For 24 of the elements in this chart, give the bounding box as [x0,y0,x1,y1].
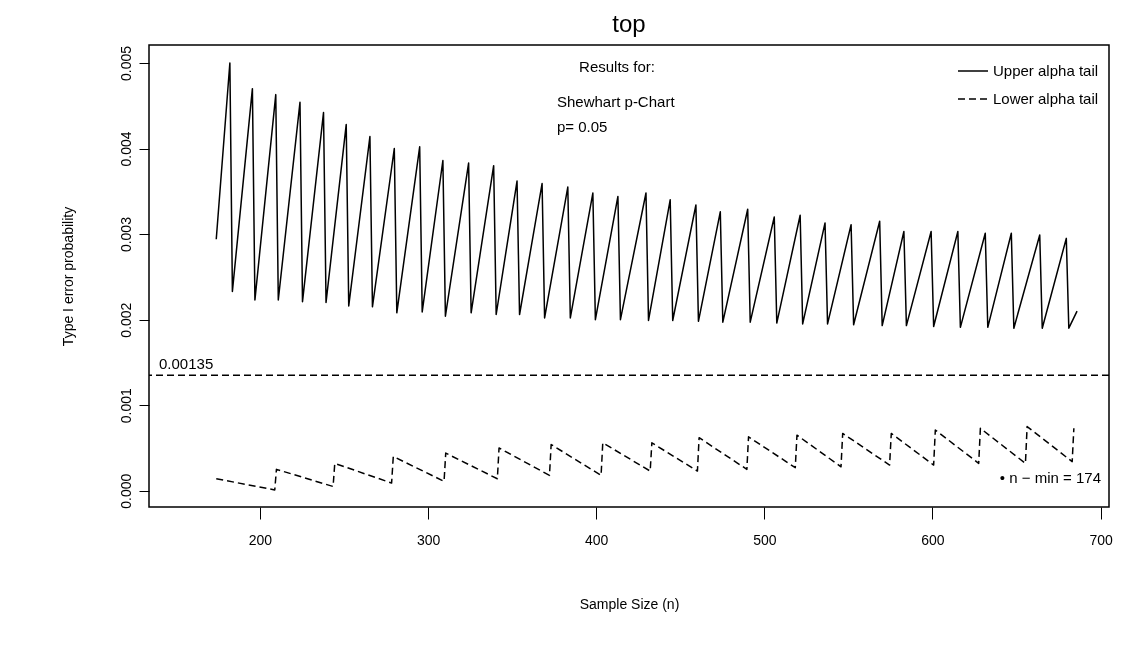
y-tick-label: 0.001 [117,387,134,424]
y-tick-label: 0.005 [117,45,134,81]
ref-line-label: 0.00135 [159,355,214,373]
chart-title: top [612,10,646,37]
line-series [215,62,1078,329]
x-tick-label: 200 [248,531,273,548]
legend-label: Upper alpha tail [993,62,1099,79]
x-axis-title: Sample Size (n) [579,595,680,612]
x-tick-label: 700 [1089,531,1113,548]
y-axis-title: Type I error probability [59,206,76,347]
y-tick-label: 0.002 [117,302,134,338]
line-series [215,425,1075,491]
x-tick-label: 400 [585,531,609,548]
annotation: • n − min = 174 [999,469,1101,486]
annotation: Results for: [579,58,655,75]
y-tick-label: 0.003 [117,216,134,253]
y-tick-label: 0.000 [117,473,134,509]
annotation: Shewhart p-Chart [557,93,676,110]
annotation: p= 0.05 [557,118,608,135]
legend-label: Lower alpha tail [993,90,1099,107]
y-tick-label: 0.004 [117,131,134,167]
x-tick-label: 300 [416,531,441,548]
x-tick-label: 500 [753,531,777,548]
x-tick-label: 600 [921,531,945,548]
